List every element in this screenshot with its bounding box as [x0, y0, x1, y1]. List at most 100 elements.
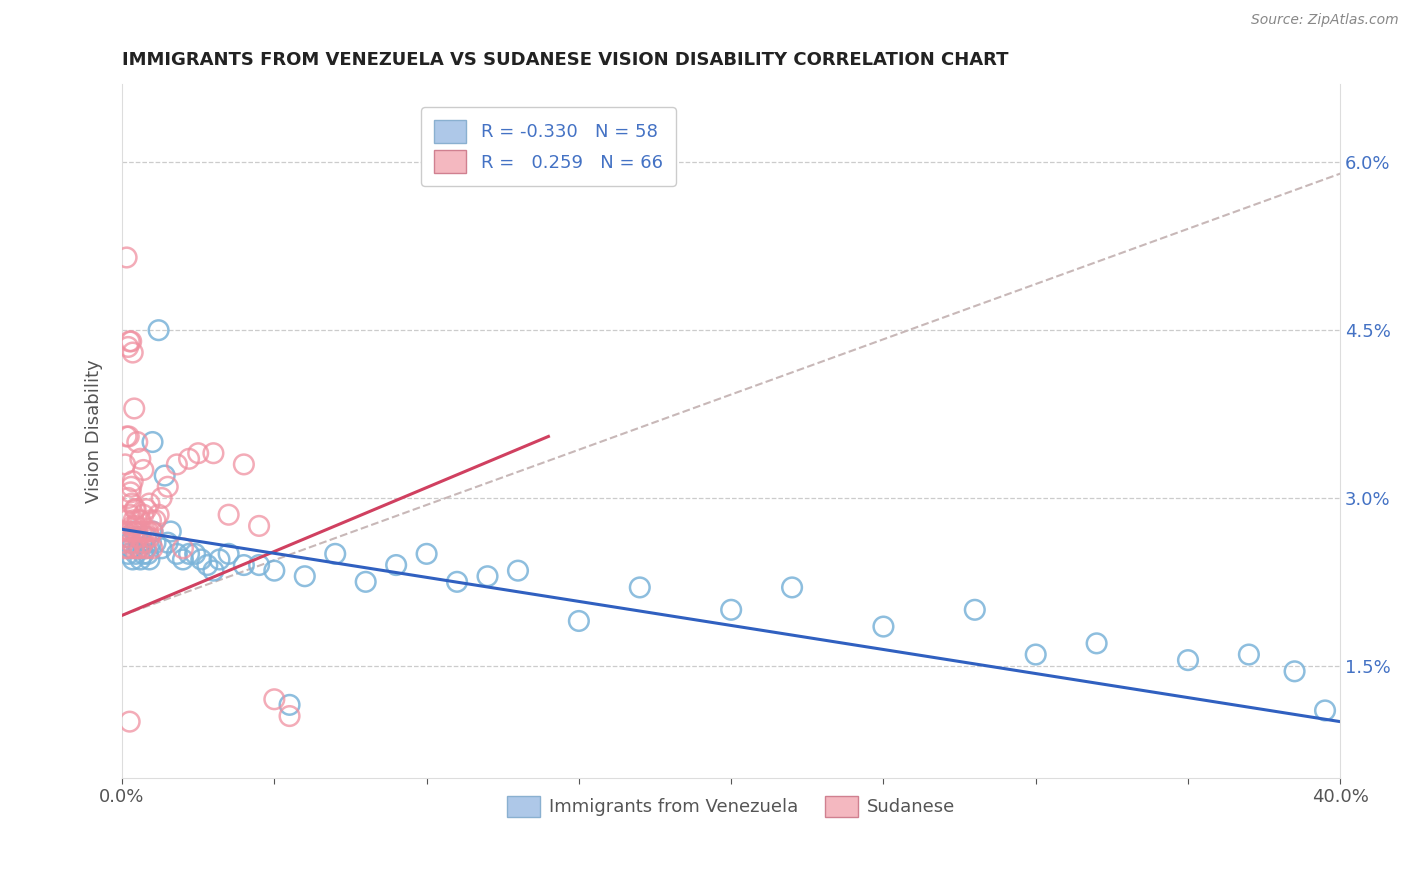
Point: [114, 458, 136, 472]
Point: [120, 535, 142, 549]
Point: [129, 541, 152, 556]
Point: [128, 541, 150, 556]
Point: [121, 552, 143, 566]
Point: [129, 513, 152, 527]
Point: [1237, 648, 1260, 662]
Point: [134, 541, 156, 556]
Text: Source: ZipAtlas.com: Source: ZipAtlas.com: [1251, 13, 1399, 28]
Point: [121, 519, 143, 533]
Point: [141, 435, 163, 450]
Point: [125, 519, 148, 533]
Point: [477, 569, 499, 583]
Point: [138, 530, 160, 544]
Point: [138, 497, 160, 511]
Point: [120, 334, 142, 349]
Point: [117, 547, 139, 561]
Point: [125, 502, 148, 516]
Point: [136, 547, 159, 561]
Point: [115, 251, 138, 265]
Point: [125, 547, 148, 561]
Point: [118, 524, 141, 539]
Point: [132, 535, 155, 549]
Point: [141, 524, 163, 539]
Point: [195, 558, 218, 572]
Point: [127, 541, 149, 556]
Point: [446, 574, 468, 589]
Point: [117, 340, 139, 354]
Point: [218, 547, 240, 561]
Point: [117, 530, 139, 544]
Point: [118, 429, 141, 443]
Point: [122, 524, 145, 539]
Point: [218, 508, 240, 522]
Point: [190, 552, 212, 566]
Point: [172, 541, 194, 556]
Point: [122, 541, 145, 556]
Point: [135, 502, 157, 516]
Point: [1313, 703, 1336, 717]
Point: [963, 603, 986, 617]
Point: [117, 491, 139, 505]
Point: [141, 524, 163, 539]
Point: [247, 519, 270, 533]
Point: [118, 334, 141, 349]
Point: [278, 709, 301, 723]
Point: [172, 552, 194, 566]
Point: [323, 547, 346, 561]
Point: [112, 535, 135, 549]
Point: [202, 564, 225, 578]
Point: [118, 508, 141, 522]
Point: [159, 524, 181, 539]
Point: [148, 508, 170, 522]
Point: [114, 541, 136, 556]
Point: [135, 541, 157, 556]
Point: [263, 692, 285, 706]
Point: [132, 463, 155, 477]
Point: [263, 564, 285, 578]
Point: [177, 451, 200, 466]
Point: [127, 435, 149, 450]
Point: [872, 619, 894, 633]
Point: [118, 535, 141, 549]
Point: [127, 524, 149, 539]
Point: [166, 547, 188, 561]
Point: [628, 581, 651, 595]
Point: [122, 401, 145, 416]
Point: [720, 603, 742, 617]
Point: [166, 458, 188, 472]
Point: [136, 524, 159, 539]
Point: [128, 530, 150, 544]
Point: [156, 535, 179, 549]
Point: [120, 485, 142, 500]
Point: [156, 480, 179, 494]
Point: [141, 541, 163, 556]
Point: [131, 524, 153, 539]
Point: [115, 513, 138, 527]
Point: [187, 446, 209, 460]
Point: [278, 698, 301, 712]
Point: [202, 446, 225, 460]
Point: [415, 547, 437, 561]
Point: [117, 541, 139, 556]
Point: [114, 524, 136, 539]
Point: [568, 614, 591, 628]
Point: [121, 474, 143, 488]
Point: [122, 524, 145, 539]
Point: [132, 508, 155, 522]
Point: [208, 552, 231, 566]
Point: [145, 535, 167, 549]
Point: [118, 714, 141, 729]
Point: [1284, 665, 1306, 679]
Point: [122, 513, 145, 527]
Point: [1177, 653, 1199, 667]
Point: [121, 497, 143, 511]
Point: [129, 451, 152, 466]
Point: [780, 581, 803, 595]
Point: [354, 574, 377, 589]
Point: [131, 535, 153, 549]
Point: [150, 541, 173, 556]
Point: [150, 491, 173, 505]
Point: [134, 524, 156, 539]
Point: [120, 541, 142, 556]
Legend: Immigrants from Venezuela, Sudanese: Immigrants from Venezuela, Sudanese: [501, 789, 962, 824]
